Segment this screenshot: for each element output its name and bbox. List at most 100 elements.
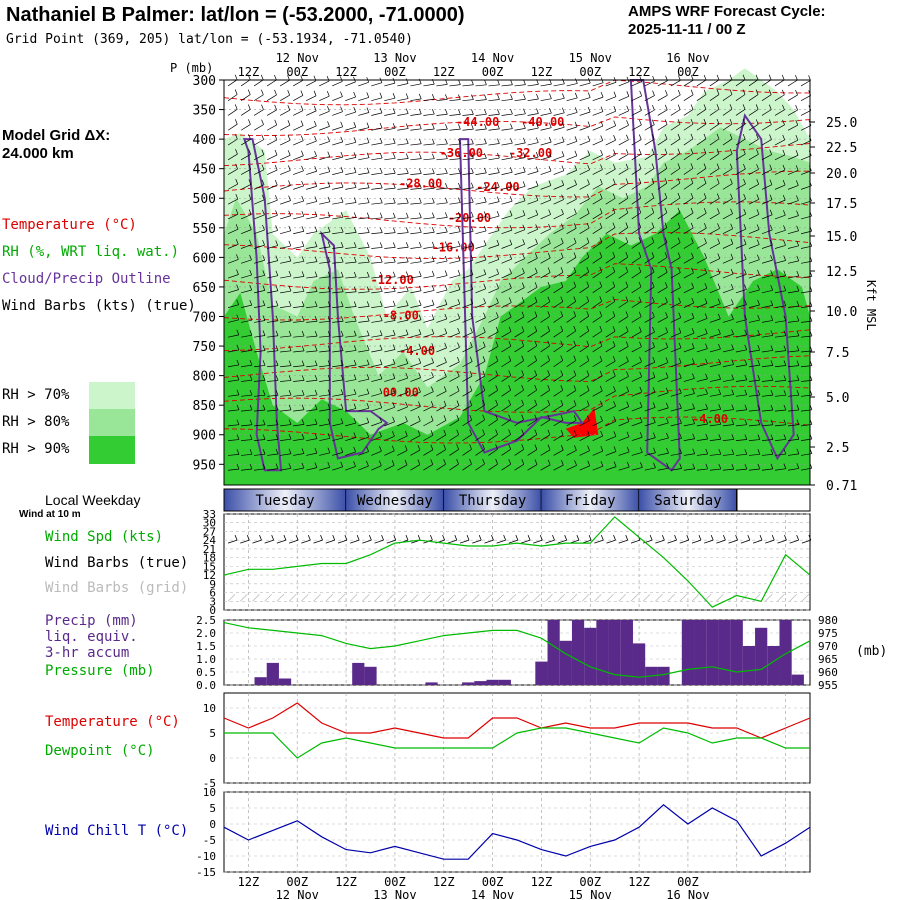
cloud-outline — [319, 230, 389, 460]
wind-barb — [293, 320, 305, 323]
wind-barb — [488, 448, 498, 456]
wind-barb — [449, 289, 461, 294]
wind-barb-feather — [327, 316, 331, 322]
wind-barb — [449, 332, 460, 338]
wind-barb — [253, 199, 265, 205]
wind-barb-feather — [664, 104, 668, 110]
wind-barb — [449, 463, 459, 471]
wind-barb — [397, 334, 409, 338]
wind-barb-feather — [690, 163, 694, 169]
wind-barb-feather — [457, 212, 461, 218]
wind-barb — [279, 94, 290, 101]
wind-barb-feather — [497, 94, 500, 100]
wind-barb-feather — [586, 237, 590, 243]
wind-barb-feather — [314, 181, 318, 187]
wind-barb — [254, 335, 266, 338]
wind-barb-feather — [236, 434, 240, 440]
wind-barb-feather — [652, 104, 655, 111]
grid-wind-barb — [569, 593, 578, 602]
wind-barb-feather — [262, 390, 266, 396]
wind-barb — [527, 113, 539, 116]
wind-barb — [423, 98, 435, 102]
precip-bar — [608, 620, 621, 685]
top-hour-label: 00Z — [579, 65, 601, 79]
wind-barb — [631, 95, 642, 102]
grid-wind-barb — [386, 593, 395, 602]
wind-barb — [683, 212, 694, 220]
wind-barb-feather — [495, 341, 499, 347]
grid-wind-barb — [362, 593, 370, 602]
wind-barb-feather — [599, 208, 603, 214]
wind-barb — [735, 94, 746, 101]
wind-barb-feather — [744, 359, 748, 365]
wind-barb — [436, 304, 448, 308]
wind-barb — [553, 345, 563, 353]
wind-barb — [280, 365, 292, 368]
wind-barb — [358, 232, 370, 235]
wind-barb-feather — [782, 134, 786, 140]
wind-barb — [371, 450, 382, 456]
legend-dewpoint: Dewpoint (°C) — [45, 743, 155, 759]
wind-barb-feather — [392, 358, 396, 365]
wind-barb — [488, 99, 500, 102]
wind-barb — [319, 379, 331, 382]
wind-barb — [644, 256, 655, 264]
wind-barb-feather — [600, 461, 604, 467]
wind-barb-feather — [692, 463, 696, 469]
top-hour-label: 00Z — [482, 65, 504, 79]
wind-speed-tick-label: 9 — [209, 578, 216, 591]
wind-barb-feather — [288, 165, 291, 171]
wind-barb — [488, 244, 500, 249]
precip-bar — [254, 677, 267, 685]
wind-barb — [709, 468, 721, 471]
wind-barb-feather — [431, 227, 435, 233]
wind-barb-feather — [275, 375, 279, 381]
weekday-label: Tuesday — [256, 493, 315, 509]
wind-barb — [475, 375, 486, 382]
wind-barb-feather — [743, 239, 747, 245]
wind-barb-feather — [664, 252, 668, 258]
wind-barb — [709, 228, 720, 235]
wind-barb-feather — [730, 178, 733, 184]
wind-barb — [709, 108, 720, 116]
surface-wind-barb — [594, 539, 604, 544]
wind-barb-feather — [573, 237, 577, 243]
wind-barb — [332, 437, 343, 441]
wind-barb-feather — [574, 136, 578, 142]
wind-barb — [240, 229, 252, 235]
wind-barb-feather — [327, 418, 331, 424]
wind-barb — [423, 231, 435, 235]
wind-barb — [553, 170, 565, 175]
wind-barb — [384, 349, 396, 353]
wind-barb — [462, 172, 474, 175]
wind-barb-feather — [327, 389, 331, 395]
wind-barb-feather — [313, 105, 317, 112]
wind-barb-feather — [744, 419, 748, 425]
wind-barb-feather — [288, 330, 292, 337]
wind-barb-feather — [691, 267, 694, 274]
wind-barb-feather — [288, 285, 292, 292]
wind-barb — [345, 306, 357, 308]
top-date-label: 12 Nov — [276, 51, 319, 65]
grid-wind-barb — [594, 593, 602, 602]
wind-barb-feather — [456, 371, 460, 377]
wind-barb-feather — [743, 254, 747, 260]
wind-barb-feather — [484, 109, 487, 115]
isotherm-line — [223, 299, 811, 321]
wind-barb-feather — [301, 195, 305, 202]
grid-wind-barb — [764, 593, 773, 602]
wind-barb — [644, 301, 655, 308]
wind-barb — [540, 83, 552, 87]
wind-barb-feather — [573, 430, 577, 436]
wind-barb — [527, 156, 539, 161]
wind-barb-feather — [301, 226, 305, 232]
top-hour-label: 00Z — [286, 65, 308, 79]
wind-barb-feather — [703, 178, 707, 184]
wind-barb — [384, 421, 395, 427]
wind-barb — [280, 394, 292, 397]
wind-barb — [631, 452, 643, 456]
wind-barb — [527, 257, 538, 264]
wind-barb-feather — [340, 91, 343, 97]
wind-barb-feather — [625, 341, 629, 347]
wind-barb-feather — [509, 196, 513, 202]
